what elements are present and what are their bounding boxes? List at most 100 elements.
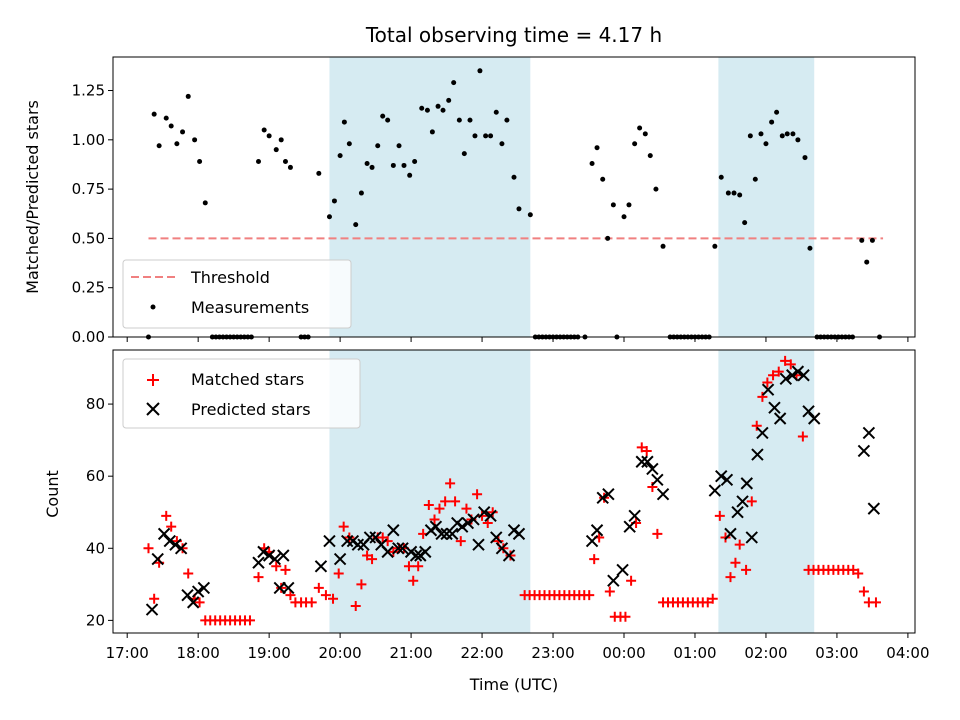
y-tick-label: 60	[86, 467, 105, 485]
x-axis-label: Time (UTC)	[469, 675, 558, 694]
measurement-point	[758, 131, 764, 137]
measurement-point	[718, 174, 724, 180]
predicted-star-point	[409, 549, 423, 562]
matched-star-point	[285, 590, 296, 601]
matched-star-point	[604, 586, 615, 597]
legend-predicted-swatch	[146, 402, 160, 416]
measurement-point	[752, 176, 758, 182]
measurement-point	[516, 206, 522, 212]
predicted-star-point	[461, 516, 475, 530]
y-tick-label: 40	[86, 539, 105, 557]
predicted-star-point	[602, 487, 615, 501]
predicted-star-point	[724, 527, 737, 541]
measurement-point	[769, 119, 775, 125]
predicted-star-point	[720, 473, 734, 486]
matched-star-point	[413, 561, 424, 572]
matched-star-point	[350, 600, 361, 611]
predicted-star-point	[635, 455, 648, 468]
predicted-star-point	[446, 527, 459, 541]
predicted-star-point	[857, 444, 871, 458]
measurement-point	[504, 117, 510, 123]
x-tick-label: 04:00	[886, 644, 929, 662]
matched-star-point	[408, 575, 419, 586]
bottom-panel: 20 40 60 80 17:00 18:00 19:00 20:00 21:00 22:00 2…	[43, 349, 930, 694]
bottom-legend-box	[122, 358, 361, 429]
predicted-star-point	[708, 484, 722, 497]
measurement-point	[278, 137, 284, 143]
matched-star-point	[320, 590, 331, 601]
y-tick-label: 1.00	[72, 131, 105, 149]
predicted-star-point	[435, 527, 448, 541]
predicted-star-point	[145, 603, 159, 616]
measurement-point	[712, 243, 718, 249]
predicted-star-point	[646, 462, 659, 476]
measurement-point	[282, 159, 288, 165]
predicted-star-point	[484, 509, 497, 523]
top-shade-2	[718, 57, 815, 337]
predicted-star-point	[731, 506, 744, 519]
measurement-point	[316, 170, 322, 176]
measurement-point	[385, 117, 391, 123]
measurement-point	[802, 155, 808, 161]
predicted-star-point	[768, 401, 781, 414]
measurement-point	[429, 129, 435, 135]
measurement-point	[790, 131, 796, 137]
matched-star-point	[858, 586, 869, 597]
predicted-star-point	[191, 585, 205, 598]
x-tick-label: 18:00	[177, 644, 220, 662]
x-tick-label: 20:00	[318, 644, 361, 662]
matched-star-point	[276, 582, 287, 593]
predicted-star-point	[197, 581, 211, 595]
matched-star-point	[149, 593, 160, 604]
measurement-point	[163, 115, 169, 121]
matched-star-point	[584, 590, 595, 601]
measurement-point	[261, 127, 267, 133]
measurement-point	[610, 202, 616, 208]
matched-star-point	[271, 561, 282, 572]
matched-star-point	[450, 496, 461, 507]
legend-predicted-label: Predicted stars	[191, 400, 311, 419]
measurement-point	[412, 159, 418, 165]
matched-star-point	[461, 503, 472, 514]
measurement-point	[192, 137, 198, 143]
measurement-point	[202, 200, 208, 206]
measurement-point	[174, 141, 180, 147]
matched-star-point	[472, 489, 483, 500]
measurement-point	[795, 137, 801, 143]
measurement-point	[380, 113, 386, 119]
predicted-star-point	[314, 560, 328, 573]
matched-star-point	[440, 496, 451, 507]
measurement-point	[390, 162, 396, 168]
matched-star-point	[762, 377, 773, 388]
x-tick-label: 00:00	[602, 644, 645, 662]
measurement-point	[600, 176, 606, 182]
measurement-point	[859, 237, 865, 243]
predicted-star-point	[590, 524, 604, 537]
measurement-point	[477, 68, 483, 74]
predicted-star-point	[151, 552, 164, 566]
predicted-star-point	[623, 520, 636, 533]
predicted-star-points	[145, 365, 881, 616]
measurement-point	[341, 119, 347, 125]
predicted-star-point	[392, 542, 405, 555]
matched-star-point	[333, 568, 344, 579]
matched-star-point	[328, 593, 339, 604]
predicted-star-point	[262, 549, 276, 562]
predicted-star-point	[181, 588, 194, 602]
predicted-star-point	[756, 426, 769, 440]
measurement-point	[197, 159, 203, 165]
matched-star-point	[773, 366, 784, 377]
measurement-point	[369, 164, 375, 170]
matched-star-points	[143, 355, 881, 626]
y-tick-label: 1.25	[72, 82, 105, 100]
measurement-point	[472, 133, 478, 139]
matched-star-point	[280, 564, 291, 575]
matched-star-point	[652, 528, 663, 539]
matched-star-point	[797, 431, 808, 442]
matched-star-point	[853, 568, 864, 579]
measurement-point	[446, 97, 452, 103]
matched-star-point	[429, 514, 440, 525]
measurement-point	[326, 214, 332, 220]
measurement-point	[642, 131, 648, 137]
matched-star-point	[423, 500, 434, 511]
